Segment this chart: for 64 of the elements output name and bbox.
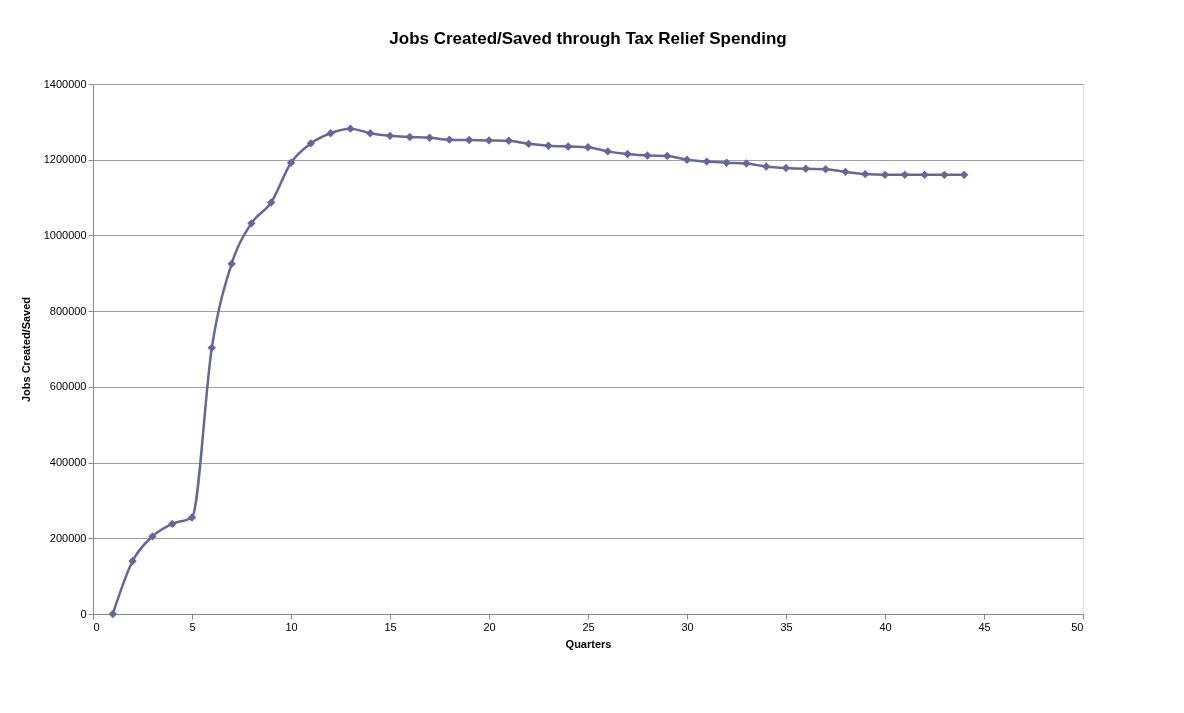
point (247, 219, 256, 228)
point (504, 136, 513, 145)
point (267, 198, 276, 207)
point (940, 170, 949, 180)
x-tick-label: 0 (93, 620, 100, 633)
point (207, 343, 216, 353)
point (722, 158, 731, 167)
x-tick-label: 40 (879, 620, 892, 633)
y-tick-label: 1400000 (43, 77, 87, 90)
point (821, 165, 830, 174)
y-tick-label: 600000 (49, 380, 87, 393)
x-axis-title: Quarters (565, 637, 612, 650)
point (861, 169, 870, 179)
x-tick-label: 35 (780, 620, 793, 633)
x-tick-label: 45 (978, 620, 991, 633)
point (920, 170, 929, 180)
point (900, 170, 909, 180)
point (385, 131, 395, 141)
point (544, 141, 553, 150)
y-axis-title: Jobs Created/Saved (19, 296, 32, 403)
point (306, 139, 315, 148)
x-tick-label: 10 (285, 620, 298, 633)
point (445, 135, 454, 144)
point (326, 129, 335, 138)
point (405, 132, 414, 142)
point (425, 133, 434, 142)
point (603, 147, 612, 156)
point (227, 259, 236, 268)
point (524, 139, 533, 148)
y-tick-label: 0 (80, 607, 87, 620)
x-tick-label: 5 (189, 620, 196, 633)
x-tick-label: 30 (681, 620, 694, 633)
point (187, 513, 197, 522)
point (168, 519, 177, 529)
point (346, 124, 355, 133)
point (960, 170, 969, 180)
point (663, 151, 672, 161)
point (286, 158, 296, 167)
point (108, 609, 117, 619)
x-tick-label: 50 (1071, 620, 1084, 633)
y-tick-label: 1200000 (43, 153, 87, 166)
point (623, 149, 632, 159)
point (366, 129, 375, 138)
point (465, 135, 474, 145)
point (148, 532, 157, 541)
y-tick-label: 800000 (49, 304, 87, 317)
point (742, 159, 751, 168)
x-tick-label: 15 (384, 620, 397, 633)
point (762, 162, 771, 171)
point (841, 167, 850, 177)
point (643, 151, 652, 160)
chart-title: Jobs Created/Saved through Tax Relief Spending (389, 29, 787, 48)
point (702, 157, 711, 166)
y-tick-label: 1000000 (43, 228, 87, 241)
y-tick-label: 200000 (49, 531, 87, 544)
point (484, 136, 494, 145)
point (583, 143, 593, 152)
y-tick-label: 400000 (49, 456, 87, 469)
point (682, 155, 692, 164)
point (128, 556, 137, 566)
point (801, 164, 810, 173)
x-tick-label: 25 (582, 620, 595, 633)
x-tick-label: 20 (483, 620, 496, 633)
point (564, 142, 573, 151)
